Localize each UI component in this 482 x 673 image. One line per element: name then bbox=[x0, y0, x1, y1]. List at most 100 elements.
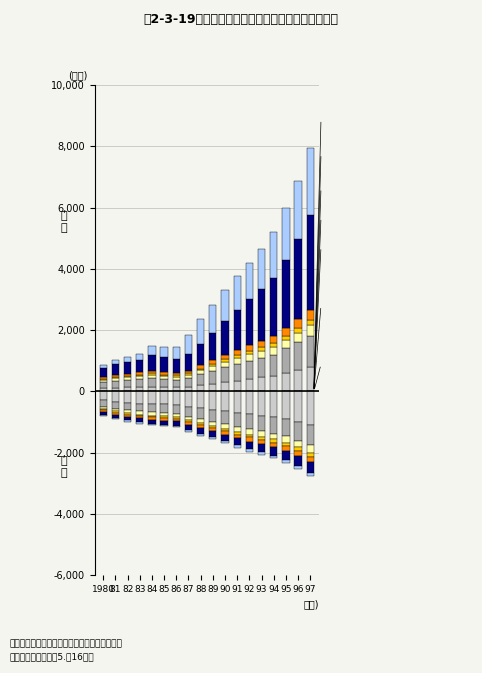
Bar bbox=[100, 380, 107, 382]
Bar bbox=[148, 378, 156, 387]
Bar bbox=[258, 347, 265, 351]
Bar bbox=[148, 387, 156, 391]
Bar bbox=[161, 372, 168, 375]
Bar bbox=[246, 345, 253, 351]
Bar bbox=[221, 290, 228, 321]
Bar bbox=[307, 215, 314, 310]
Bar bbox=[173, 387, 180, 391]
Bar bbox=[136, 354, 144, 360]
Bar bbox=[258, 341, 265, 347]
Bar bbox=[173, 404, 180, 414]
Bar bbox=[233, 435, 241, 438]
Bar bbox=[197, 344, 204, 365]
Bar bbox=[233, 380, 241, 391]
Bar bbox=[295, 332, 302, 343]
Bar bbox=[233, 432, 241, 435]
Bar bbox=[307, 425, 314, 445]
Bar bbox=[100, 415, 107, 416]
Bar bbox=[100, 382, 107, 388]
Bar bbox=[233, 446, 241, 448]
Bar bbox=[148, 417, 156, 420]
Bar bbox=[282, 208, 290, 260]
Bar bbox=[307, 445, 314, 453]
Bar bbox=[221, 359, 228, 361]
Bar bbox=[295, 240, 302, 319]
Bar bbox=[173, 426, 180, 427]
Bar bbox=[307, 320, 314, 326]
Bar bbox=[112, 402, 119, 409]
Bar bbox=[136, 376, 144, 379]
Bar bbox=[136, 372, 144, 375]
Bar bbox=[148, 355, 156, 371]
Bar bbox=[282, 443, 290, 446]
Bar bbox=[161, 418, 168, 421]
Bar bbox=[161, 391, 168, 404]
Bar bbox=[221, 321, 228, 355]
Bar bbox=[112, 375, 119, 377]
Bar bbox=[307, 326, 314, 336]
Bar bbox=[112, 409, 119, 411]
Bar bbox=[112, 377, 119, 378]
Bar bbox=[161, 357, 168, 372]
Bar bbox=[173, 373, 180, 376]
Bar bbox=[124, 391, 131, 403]
Bar bbox=[295, 456, 302, 466]
Bar bbox=[148, 404, 156, 413]
Bar bbox=[100, 377, 107, 379]
Bar bbox=[173, 380, 180, 387]
Bar bbox=[112, 381, 119, 388]
Bar bbox=[136, 375, 144, 376]
Bar bbox=[295, 370, 302, 391]
Bar bbox=[270, 433, 277, 439]
Bar bbox=[136, 419, 144, 423]
Bar bbox=[270, 456, 277, 458]
Bar bbox=[112, 378, 119, 381]
Bar bbox=[282, 391, 290, 419]
Bar bbox=[124, 411, 131, 413]
Bar bbox=[185, 421, 192, 423]
Bar bbox=[197, 374, 204, 385]
Bar bbox=[233, 413, 241, 427]
Bar bbox=[270, 448, 277, 456]
Bar bbox=[258, 249, 265, 289]
Bar bbox=[185, 387, 192, 391]
Bar bbox=[258, 444, 265, 452]
Bar bbox=[173, 391, 180, 404]
Bar bbox=[197, 365, 204, 369]
Bar bbox=[221, 435, 228, 441]
Bar bbox=[185, 430, 192, 432]
Bar bbox=[233, 438, 241, 446]
Bar bbox=[282, 328, 290, 336]
Bar bbox=[112, 415, 119, 419]
Bar bbox=[148, 420, 156, 424]
Bar bbox=[221, 367, 228, 382]
Text: 資料：総務庁統計局「科学技術研究調査報告」: 資料：総務庁統計局「科学技術研究調査報告」 bbox=[10, 639, 122, 648]
Text: (億円): (億円) bbox=[68, 70, 87, 80]
Bar bbox=[100, 367, 107, 377]
Bar bbox=[295, 181, 302, 240]
Bar bbox=[221, 441, 228, 444]
Bar bbox=[258, 440, 265, 444]
Bar bbox=[209, 437, 216, 439]
Bar bbox=[100, 388, 107, 391]
Bar bbox=[148, 391, 156, 404]
Bar bbox=[136, 411, 144, 415]
Bar bbox=[185, 423, 192, 425]
Bar bbox=[270, 347, 277, 355]
Bar bbox=[185, 406, 192, 417]
Bar bbox=[282, 336, 290, 340]
Bar bbox=[221, 429, 228, 431]
Bar bbox=[209, 371, 216, 384]
Bar bbox=[209, 421, 216, 426]
Bar bbox=[246, 441, 253, 449]
Bar bbox=[258, 416, 265, 431]
Bar bbox=[233, 310, 241, 350]
Text: 第2-3-19図　我が国の主要業種の技術貿易額の推移: 第2-3-19図 我が国の主要業種の技術貿易額の推移 bbox=[144, 13, 338, 26]
Bar bbox=[100, 412, 107, 415]
Bar bbox=[161, 421, 168, 425]
Bar bbox=[197, 423, 204, 425]
Bar bbox=[209, 305, 216, 332]
Bar bbox=[100, 411, 107, 412]
Bar bbox=[173, 421, 180, 426]
Bar bbox=[185, 378, 192, 387]
